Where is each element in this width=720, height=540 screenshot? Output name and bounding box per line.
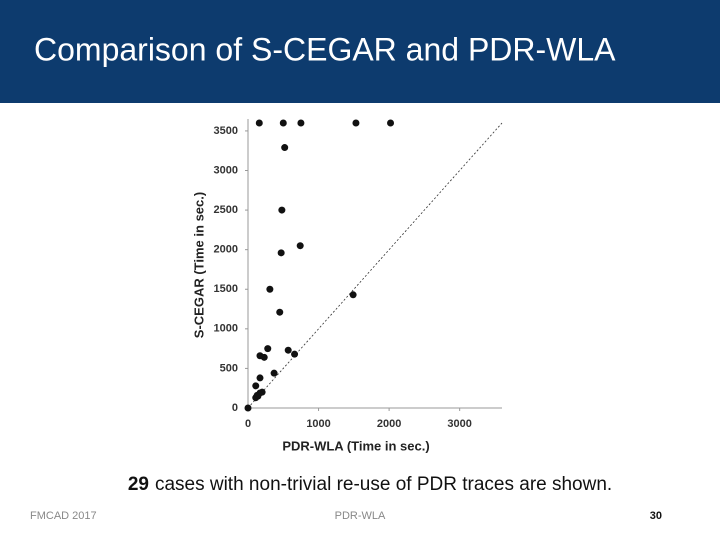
footer-center: PDR-WLA	[335, 510, 386, 522]
point	[270, 369, 278, 377]
point	[387, 119, 395, 127]
header-bar	[0, 0, 720, 103]
point	[284, 346, 292, 354]
point	[278, 206, 286, 214]
y-tick-label: 3500	[214, 125, 238, 137]
point	[352, 119, 360, 127]
y-tick-label: 2000	[214, 244, 238, 256]
point	[291, 350, 299, 358]
y-tick-label: 3000	[214, 164, 238, 176]
point	[252, 382, 260, 390]
point	[264, 345, 272, 353]
point	[260, 353, 268, 361]
caption: 29 cases with non-trivial re-use of PDR t…	[128, 474, 612, 495]
caption-count: 29	[128, 474, 149, 495]
caption-text: cases with non-trivial re-use of PDR tra…	[155, 474, 612, 495]
point	[349, 291, 357, 299]
y-tick-label: 500	[220, 362, 238, 374]
point	[256, 374, 264, 382]
point	[297, 119, 305, 127]
slide-title: Comparison of S-CEGAR and PDR-WLA	[34, 31, 616, 67]
x-tick-label: 2000	[377, 418, 401, 430]
x-tick-label: 3000	[447, 418, 471, 430]
x-tick-label: 1000	[306, 418, 330, 430]
y-tick-label: 1500	[214, 283, 238, 295]
point	[266, 285, 274, 293]
x-tick-label: 0	[245, 418, 251, 430]
point	[255, 119, 263, 127]
point	[244, 404, 252, 412]
y-tick-label: 1000	[214, 323, 238, 335]
point	[277, 249, 285, 257]
point	[258, 388, 266, 396]
page-number: 30	[650, 510, 662, 522]
y-axis-title: S-CEGAR (Time in sec.)	[191, 192, 206, 338]
y-tick-label: 2500	[214, 204, 238, 216]
footer-left: FMCAD 2017	[30, 510, 97, 522]
diagonal-reference	[247, 122, 503, 409]
point	[296, 242, 304, 250]
point	[276, 308, 284, 316]
point	[279, 119, 287, 127]
point	[281, 144, 289, 152]
x-axis-title: PDR-WLA (Time in sec.)	[282, 438, 429, 453]
y-tick-label: 0	[232, 402, 238, 414]
